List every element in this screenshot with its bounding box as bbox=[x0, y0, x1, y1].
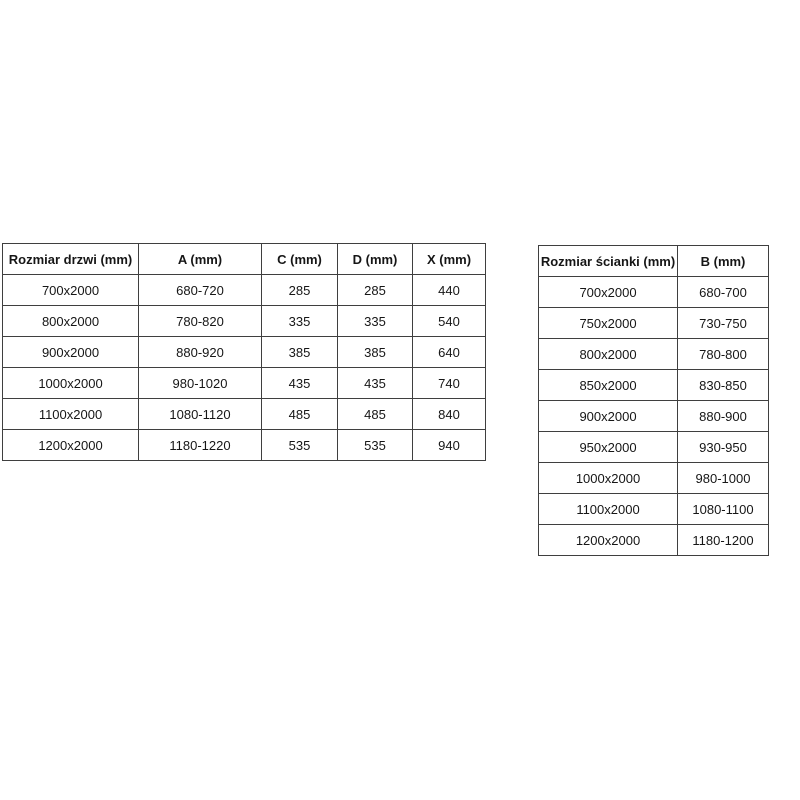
table-row: 900x2000 880-900 bbox=[538, 400, 769, 432]
column-header: A (mm) bbox=[138, 243, 262, 275]
column-header: Rozmiar drzwi (mm) bbox=[2, 243, 139, 275]
wall-size-table: Rozmiar ścianki (mm) B (mm) 700x2000 680-7… bbox=[538, 245, 769, 556]
table-cell: 1080-1100 bbox=[677, 493, 769, 525]
column-header: B (mm) bbox=[677, 245, 769, 277]
table-cell: 285 bbox=[337, 274, 413, 306]
table-cell: 700x2000 bbox=[538, 276, 678, 308]
table-cell: 485 bbox=[261, 398, 338, 430]
table-row: 700x2000 680-700 bbox=[538, 276, 769, 308]
table-row: 850x2000 830-850 bbox=[538, 369, 769, 401]
table-cell: 980-1020 bbox=[138, 367, 262, 399]
table-row: 700x2000 680-720 285 285 440 bbox=[2, 274, 486, 306]
table-row: 950x2000 930-950 bbox=[538, 431, 769, 463]
table-cell: 540 bbox=[412, 305, 486, 337]
table-cell: 640 bbox=[412, 336, 486, 368]
table-row: 800x2000 780-800 bbox=[538, 338, 769, 370]
table-cell: 680-700 bbox=[677, 276, 769, 308]
table-cell: 535 bbox=[337, 429, 413, 461]
table-cell: 730-750 bbox=[677, 307, 769, 339]
table-cell: 1180-1220 bbox=[138, 429, 262, 461]
table-cell: 930-950 bbox=[677, 431, 769, 463]
table-cell: 1080-1120 bbox=[138, 398, 262, 430]
table-cell: 435 bbox=[337, 367, 413, 399]
table-cell: 285 bbox=[261, 274, 338, 306]
table-cell: 880-920 bbox=[138, 336, 262, 368]
table-row: 1000x2000 980-1020 435 435 740 bbox=[2, 367, 486, 399]
table-cell: 980-1000 bbox=[677, 462, 769, 494]
column-header: Rozmiar ścianki (mm) bbox=[538, 245, 678, 277]
table-cell: 440 bbox=[412, 274, 486, 306]
column-header: C (mm) bbox=[261, 243, 338, 275]
table-row: 1100x2000 1080-1100 bbox=[538, 493, 769, 525]
table-cell: 900x2000 bbox=[538, 400, 678, 432]
table-cell: 385 bbox=[261, 336, 338, 368]
table-cell: 335 bbox=[261, 305, 338, 337]
table-row: 1200x2000 1180-1220 535 535 940 bbox=[2, 429, 486, 461]
header-row: Rozmiar ścianki (mm) B (mm) bbox=[538, 245, 769, 277]
table-cell: 1200x2000 bbox=[2, 429, 139, 461]
table-cell: 830-850 bbox=[677, 369, 769, 401]
table-cell: 1100x2000 bbox=[538, 493, 678, 525]
table-cell: 900x2000 bbox=[2, 336, 139, 368]
table-cell: 700x2000 bbox=[2, 274, 139, 306]
column-header: X (mm) bbox=[412, 243, 486, 275]
table-cell: 880-900 bbox=[677, 400, 769, 432]
table-cell: 950x2000 bbox=[538, 431, 678, 463]
table-cell: 335 bbox=[337, 305, 413, 337]
table-cell: 435 bbox=[261, 367, 338, 399]
table-cell: 840 bbox=[412, 398, 486, 430]
table-row: 1000x2000 980-1000 bbox=[538, 462, 769, 494]
door-size-table: Rozmiar drzwi (mm) A (mm) C (mm) D (mm) X (m… bbox=[2, 243, 486, 461]
table-cell: 780-820 bbox=[138, 305, 262, 337]
table-cell: 535 bbox=[261, 429, 338, 461]
table-cell: 1100x2000 bbox=[2, 398, 139, 430]
table-cell: 800x2000 bbox=[538, 338, 678, 370]
table-cell: 1000x2000 bbox=[2, 367, 139, 399]
table-row: 800x2000 780-820 335 335 540 bbox=[2, 305, 486, 337]
table-cell: 780-800 bbox=[677, 338, 769, 370]
table-cell: 1200x2000 bbox=[538, 524, 678, 556]
table-cell: 740 bbox=[412, 367, 486, 399]
header-row: Rozmiar drzwi (mm) A (mm) C (mm) D (mm) X (m… bbox=[2, 243, 486, 275]
table-cell: 850x2000 bbox=[538, 369, 678, 401]
table-cell: 1180-1200 bbox=[677, 524, 769, 556]
table-cell: 385 bbox=[337, 336, 413, 368]
column-header: D (mm) bbox=[337, 243, 413, 275]
table-cell: 940 bbox=[412, 429, 486, 461]
table-row: 1100x2000 1080-1120 485 485 840 bbox=[2, 398, 486, 430]
table-cell: 1000x2000 bbox=[538, 462, 678, 494]
table-row: 750x2000 730-750 bbox=[538, 307, 769, 339]
table-cell: 485 bbox=[337, 398, 413, 430]
table-cell: 680-720 bbox=[138, 274, 262, 306]
table-cell: 750x2000 bbox=[538, 307, 678, 339]
table-row: 900x2000 880-920 385 385 640 bbox=[2, 336, 486, 368]
table-cell: 800x2000 bbox=[2, 305, 139, 337]
table-row: 1200x2000 1180-1200 bbox=[538, 524, 769, 556]
